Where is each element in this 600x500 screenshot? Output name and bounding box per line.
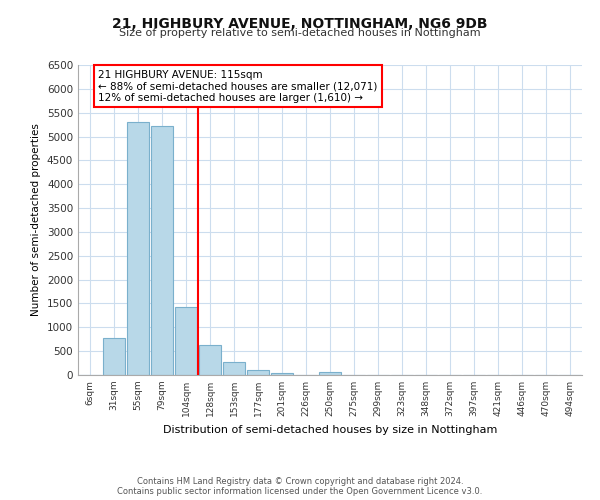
Text: 21 HIGHBURY AVENUE: 115sqm
← 88% of semi-detached houses are smaller (12,071)
12: 21 HIGHBURY AVENUE: 115sqm ← 88% of semi…	[98, 70, 377, 103]
Bar	[127, 122, 149, 375]
Bar	[199, 346, 221, 375]
Text: 21, HIGHBURY AVENUE, NOTTINGHAM, NG6 9DB: 21, HIGHBURY AVENUE, NOTTINGHAM, NG6 9DB	[112, 18, 488, 32]
Y-axis label: Number of semi-detached properties: Number of semi-detached properties	[31, 124, 41, 316]
Bar	[319, 372, 341, 375]
X-axis label: Distribution of semi-detached houses by size in Nottingham: Distribution of semi-detached houses by …	[163, 424, 497, 434]
Bar	[175, 308, 197, 375]
Bar	[103, 338, 125, 375]
Bar	[271, 372, 293, 375]
Text: Size of property relative to semi-detached houses in Nottingham: Size of property relative to semi-detach…	[119, 28, 481, 38]
Text: Contains public sector information licensed under the Open Government Licence v3: Contains public sector information licen…	[118, 488, 482, 496]
Bar	[223, 362, 245, 375]
Bar	[151, 126, 173, 375]
Text: Contains HM Land Registry data © Crown copyright and database right 2024.: Contains HM Land Registry data © Crown c…	[137, 478, 463, 486]
Bar	[247, 370, 269, 375]
